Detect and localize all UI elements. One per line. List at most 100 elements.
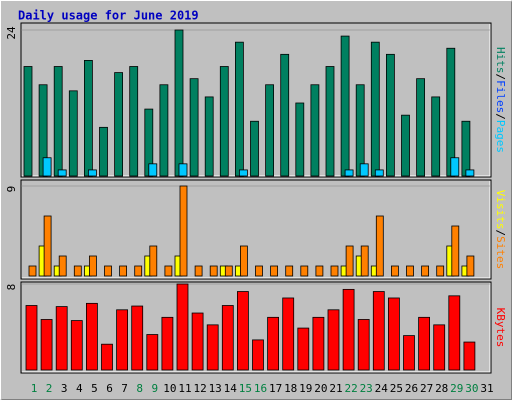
bar bbox=[370, 41, 380, 177]
y-tick-label: 8 bbox=[5, 284, 18, 291]
bar bbox=[345, 245, 354, 277]
bar bbox=[421, 265, 430, 277]
x-tick-label: 21 bbox=[329, 382, 342, 395]
legend-separator: / bbox=[494, 230, 507, 237]
x-tick-label: 7 bbox=[121, 382, 128, 395]
bar bbox=[174, 29, 184, 177]
bar bbox=[55, 306, 68, 371]
x-tick-label: 5 bbox=[91, 382, 98, 395]
bar bbox=[176, 283, 189, 371]
bar bbox=[387, 297, 400, 371]
x-tick-label: 12 bbox=[193, 382, 206, 395]
legend-separator: / bbox=[494, 113, 507, 120]
bar bbox=[315, 265, 324, 277]
x-tick-label: 25 bbox=[390, 382, 403, 395]
x-tick-label: 23 bbox=[360, 382, 373, 395]
bar bbox=[297, 327, 310, 371]
bar bbox=[375, 215, 384, 277]
x-tick-label: 28 bbox=[435, 382, 448, 395]
x-tick-label: 17 bbox=[269, 382, 282, 395]
bar bbox=[204, 96, 214, 177]
bar bbox=[418, 316, 431, 371]
x-tick-label: 20 bbox=[314, 382, 327, 395]
bar bbox=[191, 312, 204, 371]
x-tick-label: 29 bbox=[450, 382, 463, 395]
x-tick-label: 22 bbox=[344, 382, 357, 395]
bar bbox=[114, 72, 123, 177]
bar bbox=[252, 339, 264, 371]
bar bbox=[330, 265, 339, 277]
legend-entry: Pages bbox=[494, 120, 507, 153]
bar bbox=[344, 169, 354, 177]
bar bbox=[390, 265, 399, 277]
bar bbox=[295, 102, 305, 177]
x-tick-label: 27 bbox=[420, 382, 433, 395]
bar bbox=[431, 96, 441, 177]
legend: Hits/Files/Pages bbox=[494, 47, 507, 153]
x-tick-label: 31 bbox=[480, 382, 493, 395]
bar bbox=[68, 90, 78, 177]
bar bbox=[73, 265, 82, 277]
bar bbox=[53, 66, 63, 177]
bar bbox=[265, 84, 275, 177]
bar bbox=[99, 126, 108, 177]
bar bbox=[360, 245, 369, 277]
x-tick-label: 14 bbox=[224, 382, 238, 395]
chart-title: Daily usage for June 2019 bbox=[18, 9, 199, 23]
panel bbox=[20, 179, 492, 280]
x-tick-label: 16 bbox=[254, 382, 267, 395]
bar bbox=[89, 255, 97, 277]
x-tick-label: 18 bbox=[284, 382, 297, 395]
bar bbox=[189, 78, 199, 177]
bar bbox=[325, 66, 335, 177]
bar bbox=[355, 84, 365, 177]
x-tick-label: 3 bbox=[61, 382, 68, 395]
y-tick-label: 24 bbox=[5, 26, 18, 40]
bar bbox=[238, 169, 248, 177]
bar bbox=[372, 291, 385, 371]
bar bbox=[146, 334, 159, 371]
bar bbox=[159, 84, 169, 177]
x-tick-label: 6 bbox=[106, 382, 113, 395]
bar bbox=[88, 169, 97, 177]
bar bbox=[234, 41, 244, 177]
bar bbox=[57, 169, 67, 177]
bar bbox=[416, 78, 426, 177]
bar bbox=[342, 288, 355, 371]
x-tick-label: 8 bbox=[136, 382, 143, 395]
bar bbox=[267, 316, 280, 371]
bar bbox=[359, 163, 369, 177]
bar bbox=[42, 157, 52, 177]
bar bbox=[23, 66, 33, 177]
legend-entry: Hits bbox=[494, 47, 507, 74]
bar bbox=[448, 295, 461, 371]
x-tick-label: 10 bbox=[163, 382, 176, 395]
bar bbox=[385, 53, 395, 177]
bar bbox=[466, 255, 475, 277]
bar bbox=[148, 163, 158, 177]
bar bbox=[446, 47, 456, 177]
x-tick-label: 2 bbox=[46, 382, 53, 395]
bar bbox=[357, 319, 370, 371]
legend-entry: Visits bbox=[494, 190, 507, 230]
x-tick-label: 9 bbox=[151, 382, 158, 395]
bar bbox=[436, 265, 445, 277]
panel-bevel bbox=[22, 283, 491, 373]
legend: KBytes bbox=[494, 308, 507, 348]
bar bbox=[285, 265, 294, 277]
bar bbox=[327, 309, 340, 371]
bar bbox=[131, 305, 144, 371]
bar bbox=[25, 305, 38, 371]
panel-bevel bbox=[22, 181, 491, 279]
bar bbox=[149, 245, 158, 277]
legend-entry: KBytes bbox=[494, 308, 507, 348]
x-tick-label: 13 bbox=[209, 382, 222, 395]
bar bbox=[403, 335, 415, 371]
bar bbox=[401, 114, 410, 177]
legend: Visits/Sites bbox=[494, 190, 507, 270]
bar bbox=[40, 319, 53, 371]
x-tick-label: 15 bbox=[239, 382, 252, 395]
